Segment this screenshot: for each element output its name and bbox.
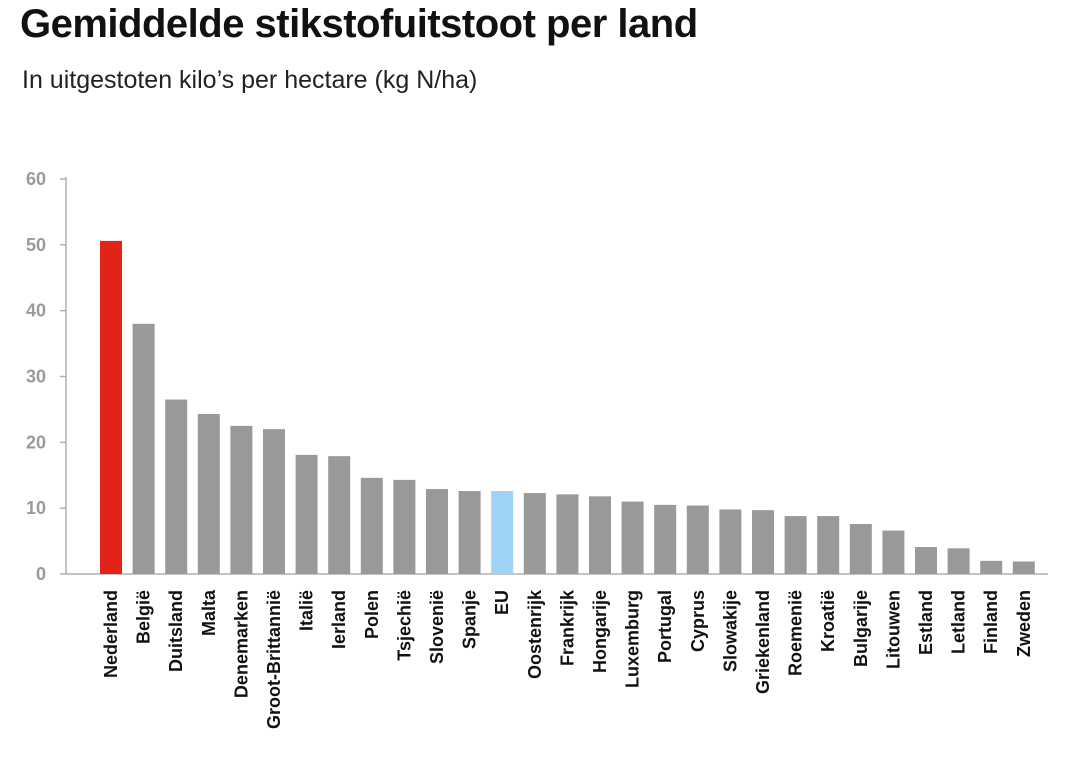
y-tick-label: 0 xyxy=(36,564,46,584)
bar xyxy=(132,323,155,574)
bar xyxy=(295,454,318,574)
x-tick-label: Finland xyxy=(981,590,1001,654)
bar xyxy=(849,523,872,574)
x-tick-label: Cyprus xyxy=(688,590,708,652)
bar xyxy=(328,456,351,574)
bar xyxy=(719,509,742,574)
x-tick-label: Malta xyxy=(199,589,219,636)
x-tick-label: Spanje xyxy=(460,590,480,649)
x-tick-label: Zweden xyxy=(1014,590,1034,657)
bar xyxy=(1012,561,1035,574)
y-tick-label: 60 xyxy=(26,169,46,189)
x-tick-label: België xyxy=(134,590,154,644)
bar xyxy=(784,516,807,574)
bar xyxy=(817,516,840,574)
bar xyxy=(915,547,937,574)
x-tick-label: Bulgarije xyxy=(851,590,871,667)
x-tick-label: Letland xyxy=(949,590,969,654)
x-tick-label: Italië xyxy=(297,590,317,631)
x-tick-label: Denemarken xyxy=(231,590,251,698)
x-tick-label: Portugal xyxy=(655,590,675,663)
bar xyxy=(523,493,546,574)
bar xyxy=(556,494,579,574)
y-tick-label: 30 xyxy=(26,367,46,387)
y-tick-label: 50 xyxy=(26,235,46,255)
x-tick-label: Luxemburg xyxy=(623,590,643,688)
bar xyxy=(882,530,905,574)
x-tick-label: Ierland xyxy=(329,590,349,649)
bar xyxy=(947,548,970,574)
y-tick-label: 10 xyxy=(26,498,46,518)
bar xyxy=(589,496,611,574)
y-tick-label: 20 xyxy=(26,432,46,452)
x-tick-label: Oostenrijk xyxy=(525,589,545,679)
x-tick-label: Kroatië xyxy=(818,590,838,652)
x-tick-label: Groot-Brittannië xyxy=(264,590,284,729)
x-tick-label: Tsjechië xyxy=(394,590,414,661)
bar xyxy=(360,477,383,574)
x-tick-label: Slovenië xyxy=(427,590,447,664)
x-tick-label: Roemenië xyxy=(786,590,806,676)
bar xyxy=(980,560,1003,574)
bar xyxy=(426,489,448,574)
bar xyxy=(263,429,285,574)
bar xyxy=(686,505,709,574)
bar xyxy=(393,479,416,574)
x-tick-label: Duitsland xyxy=(166,590,186,672)
x-tick-label: Estland xyxy=(916,590,936,655)
chart-title: Gemiddelde stikstofuitstoot per land xyxy=(20,2,698,46)
bar xyxy=(752,510,774,574)
bar xyxy=(654,504,677,574)
x-tick-label: Polen xyxy=(362,590,382,639)
x-tick-label: Nederland xyxy=(101,590,121,678)
x-tick-label: Litouwen xyxy=(883,590,903,669)
y-tick-label: 40 xyxy=(26,301,46,321)
x-tick-label: Frankrijk xyxy=(557,589,577,666)
bar xyxy=(197,414,220,574)
bar xyxy=(165,399,188,574)
bar xyxy=(491,491,514,574)
x-tick-label: Griekenland xyxy=(753,590,773,694)
x-tick-label: Hongarije xyxy=(590,590,610,673)
chart-subtitle: In uitgestoten kilo’s per hectare (kg N/… xyxy=(22,66,478,94)
bar xyxy=(100,240,122,574)
x-tick-label: EU xyxy=(492,590,512,615)
bar xyxy=(458,491,481,574)
bar xyxy=(621,501,644,574)
x-tick-label: Slowakije xyxy=(720,590,740,672)
bar xyxy=(230,425,253,574)
